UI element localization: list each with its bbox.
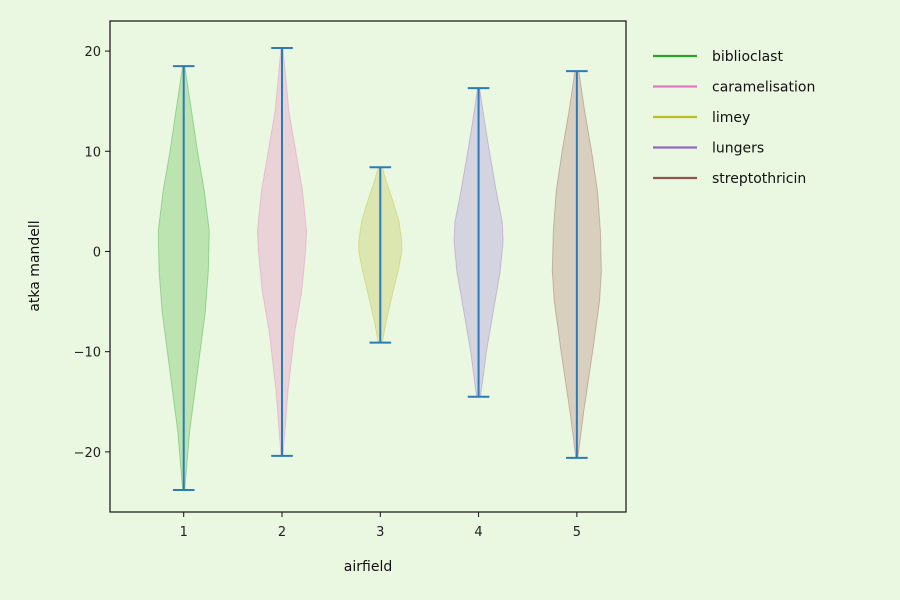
legend-label-caramelisation: caramelisation xyxy=(712,80,815,96)
legend-label-limey: limey xyxy=(712,110,750,126)
x-axis: 1 2 3 4 5 xyxy=(180,512,581,540)
y-tick-label: −10 xyxy=(74,346,101,361)
y-tick-label: −20 xyxy=(74,446,101,461)
plot-frame xyxy=(109,20,627,513)
extrema-layer xyxy=(172,47,588,491)
x-tick-label: 5 xyxy=(573,525,581,540)
y-axis: 20 10 0 −10 −20 xyxy=(74,45,110,461)
legend: biblioclast caramelisation limey lungers str… xyxy=(653,49,815,187)
legend-label-biblioclast: biblioclast xyxy=(712,49,783,65)
x-axis-label: airfield xyxy=(344,559,392,575)
x-tick-label: 1 xyxy=(180,525,188,540)
y-tick-label: 10 xyxy=(84,145,101,160)
legend-label-lungers: lungers xyxy=(712,141,764,157)
y-tick-label: 20 xyxy=(84,45,101,60)
x-tick-label: 4 xyxy=(474,525,482,540)
y-tick-label: 0 xyxy=(93,245,101,260)
legend-label-streptothricin: streptothricin xyxy=(712,171,806,187)
x-tick-label: 2 xyxy=(278,525,286,540)
y-axis-label: atka mandell xyxy=(27,220,43,311)
x-tick-label: 3 xyxy=(376,525,384,540)
